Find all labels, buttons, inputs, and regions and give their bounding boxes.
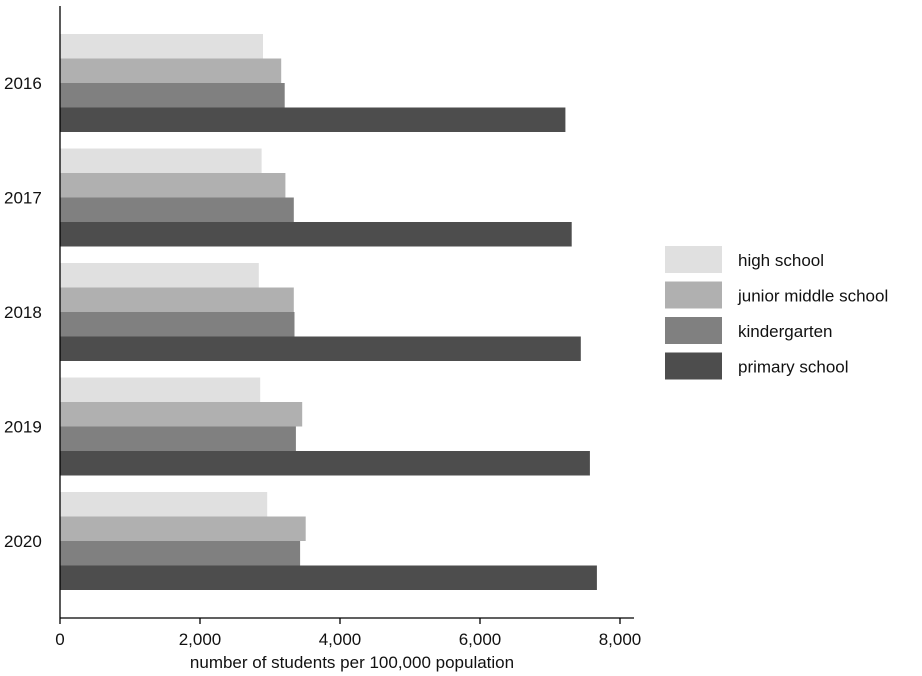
bar-junior-middle-school-2017	[60, 173, 286, 198]
y-tick-labels: 2016 2017 2018 2019 2020	[4, 74, 42, 551]
legend-swatch-kindergarten	[665, 317, 722, 344]
legend-swatch-junior-middle-school	[665, 281, 722, 309]
y-tick-label-2016: 2016	[4, 74, 42, 93]
bar-high-school-2016	[60, 34, 263, 59]
bar-kindergarten-2018	[60, 312, 295, 337]
bar-high-school-2019	[60, 377, 261, 402]
y-tick-label-2020: 2020	[4, 532, 42, 551]
bar-primary-school-2019	[60, 451, 590, 476]
bar-junior-middle-school-2019	[60, 402, 303, 427]
x-tick-label: 6,000	[459, 630, 502, 649]
legend-swatch-high-school	[665, 246, 722, 273]
legend-swatch-primary-school	[665, 352, 722, 380]
bar-primary-school-2020	[60, 565, 597, 590]
bar-high-school-2017	[60, 148, 262, 173]
bar-kindergarten-2017	[60, 197, 294, 222]
legend-label-kindergarten: kindergarten	[738, 322, 833, 341]
legend-label-junior-middle-school: junior middle school	[737, 287, 888, 306]
bar-high-school-2018	[60, 263, 259, 288]
bar-primary-school-2017	[60, 222, 572, 247]
bar-primary-school-2016	[60, 107, 566, 132]
legend-label-primary-school: primary school	[738, 358, 849, 377]
bar-primary-school-2018	[60, 336, 581, 361]
bar-junior-middle-school-2020	[60, 516, 306, 541]
legend: high school junior middle school kindergar…	[665, 246, 888, 380]
legend-label-high-school: high school	[738, 251, 824, 270]
bar-high-school-2020	[60, 492, 268, 517]
x-tick-label: 0	[55, 630, 64, 649]
x-tick-label: 2,000	[179, 630, 222, 649]
bar-kindergarten-2016	[60, 83, 285, 108]
bars-group	[60, 34, 597, 590]
bar-junior-middle-school-2016	[60, 58, 282, 83]
x-tick-label: 4,000	[319, 630, 362, 649]
x-ticks: 0 2,000 4,000 6,000 8,000	[55, 618, 641, 649]
bar-kindergarten-2020	[60, 541, 301, 566]
y-tick-label-2019: 2019	[4, 418, 42, 437]
x-tick-label: 8,000	[599, 630, 642, 649]
bar-junior-middle-school-2018	[60, 287, 294, 312]
bar-kindergarten-2019	[60, 426, 296, 451]
y-tick-label-2018: 2018	[4, 303, 42, 322]
x-axis-label: number of students per 100,000 populatio…	[190, 653, 514, 672]
y-tick-label-2017: 2017	[4, 189, 42, 208]
